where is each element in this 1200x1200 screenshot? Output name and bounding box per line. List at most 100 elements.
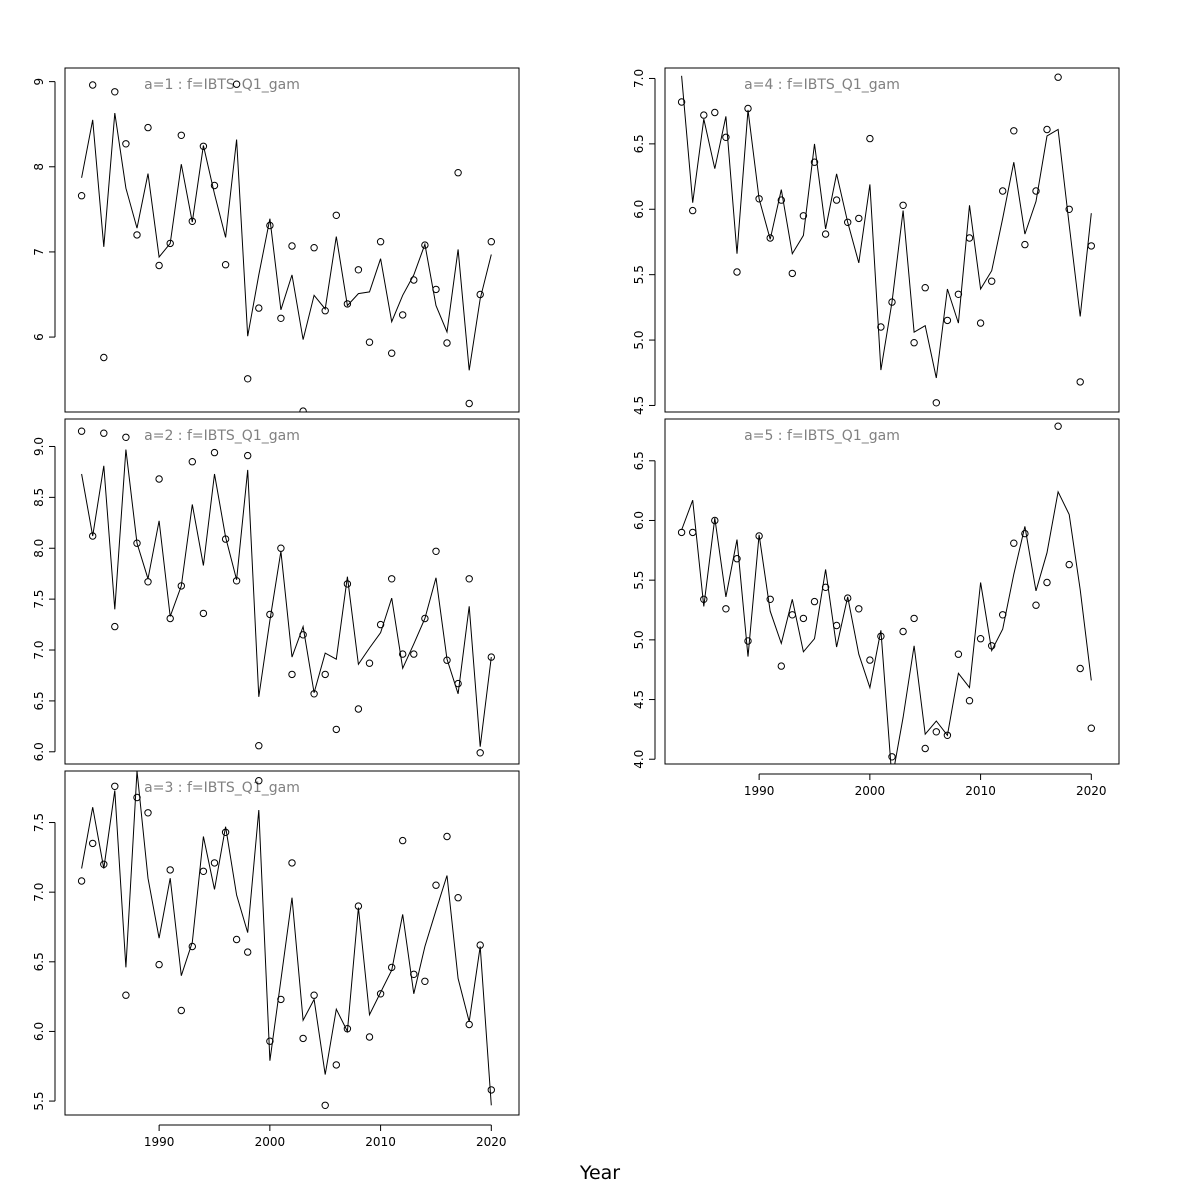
- x-tick-label: 2010: [365, 1135, 396, 1149]
- observed-point: [299, 631, 307, 639]
- observed-point: [354, 266, 363, 274]
- observed-point: [432, 285, 440, 294]
- data-layer: [677, 422, 1096, 764]
- observed-point: [111, 622, 119, 631]
- observed-point: [133, 793, 141, 802]
- observed-point: [487, 1086, 495, 1094]
- observed-point: [733, 555, 741, 563]
- observed-point: [288, 859, 296, 867]
- plot-frame: [64, 770, 520, 1116]
- observed-point: [388, 963, 396, 972]
- observed-point: [232, 935, 241, 944]
- observed-point: [210, 859, 219, 867]
- observed-point: [365, 338, 374, 346]
- fitted-line: [81, 113, 492, 371]
- observed-point: [177, 582, 186, 590]
- observed-point: [244, 375, 252, 383]
- observed-point: [399, 836, 407, 845]
- observed-point: [777, 196, 785, 204]
- observed-point: [988, 642, 996, 650]
- y-tick-label: 6.5: [32, 952, 46, 971]
- observed-point: [288, 242, 296, 250]
- observed-point: [988, 277, 996, 285]
- observed-point: [155, 960, 163, 969]
- observed-point: [1021, 529, 1029, 538]
- observed-point: [910, 614, 918, 623]
- observed-point: [155, 475, 163, 483]
- y-tick-label: 4.5: [632, 396, 646, 415]
- observed-point: [788, 611, 796, 619]
- y-tick-label: 6.0: [632, 200, 646, 219]
- observed-point: [244, 451, 252, 460]
- panel-title: a=4 : f=IBTS_Q1_gam: [744, 77, 900, 93]
- observed-point: [255, 304, 263, 312]
- observed-point: [1054, 422, 1062, 430]
- observed-point: [432, 547, 440, 555]
- observed-point: [89, 839, 97, 848]
- observed-point: [199, 867, 208, 875]
- y-tick-label: 5.0: [632, 630, 646, 649]
- observed-point: [954, 290, 963, 298]
- observed-point: [343, 580, 352, 588]
- observed-point: [332, 1061, 340, 1069]
- observed-point: [266, 610, 274, 619]
- observed-point: [432, 881, 440, 889]
- observed-point: [77, 427, 86, 435]
- observed-point: [188, 942, 197, 951]
- y-tick-label: 6.0: [632, 511, 646, 530]
- observed-point: [100, 353, 108, 362]
- observed-point: [221, 535, 230, 543]
- observed-point: [910, 339, 918, 347]
- observed-point: [899, 201, 907, 210]
- plot-frame: [64, 67, 520, 413]
- observed-point: [266, 1037, 274, 1045]
- observed-point: [877, 632, 885, 640]
- y-tick-label: 7.0: [632, 69, 646, 88]
- y-tick-label: 5.5: [632, 571, 646, 590]
- y-tick-label: 4.5: [632, 690, 646, 709]
- y-tick-label: 6.5: [632, 134, 646, 153]
- y-tick-label: 5.5: [632, 265, 646, 284]
- observed-point: [321, 670, 329, 679]
- observed-point: [421, 614, 429, 623]
- y-tick-label: 4.0: [632, 750, 646, 769]
- observed-point: [1043, 125, 1051, 134]
- observed-point: [689, 528, 697, 537]
- observed-point: [999, 611, 1007, 619]
- observed-point: [321, 307, 329, 315]
- panel-a2: a=2 : f=IBTS_Q1_gam 6.0 6.5 7.0 7.5 8.0 8.5 9.0: [32, 418, 520, 765]
- y-tick-label: 6: [32, 333, 46, 341]
- x-tick-label: 2010: [965, 784, 996, 798]
- observed-point: [1054, 73, 1062, 81]
- observed-point: [354, 902, 363, 910]
- observed-point: [288, 670, 296, 679]
- observed-point: [443, 339, 451, 347]
- panel-title: a=5 : f=IBTS_Q1_gam: [744, 428, 900, 444]
- observed-point: [277, 314, 285, 322]
- observed-point: [332, 725, 340, 734]
- observed-point: [376, 990, 385, 998]
- observed-point: [722, 133, 730, 142]
- observed-point: [166, 239, 174, 248]
- panel-title: a=2 : f=IBTS_Q1_gam: [144, 428, 300, 444]
- y-tick-label: 6.5: [32, 691, 46, 710]
- observed-point: [1010, 127, 1018, 135]
- y-tick-label: 7: [32, 248, 46, 256]
- observed-point: [711, 108, 719, 117]
- observed-point: [855, 214, 863, 223]
- observed-point: [487, 653, 495, 661]
- observed-point: [188, 217, 197, 226]
- plot-frame: [664, 67, 1120, 413]
- observed-point: [232, 80, 241, 88]
- observed-point: [221, 828, 230, 836]
- observed-point: [487, 238, 495, 246]
- data-layer: [77, 427, 495, 757]
- data-layer: [77, 771, 495, 1110]
- observed-point: [999, 187, 1007, 195]
- observed-point: [343, 300, 352, 308]
- observed-point: [866, 656, 874, 664]
- data-layer: [77, 80, 495, 412]
- observed-point: [1087, 724, 1096, 732]
- observed-point: [443, 832, 451, 841]
- observed-point: [454, 169, 462, 177]
